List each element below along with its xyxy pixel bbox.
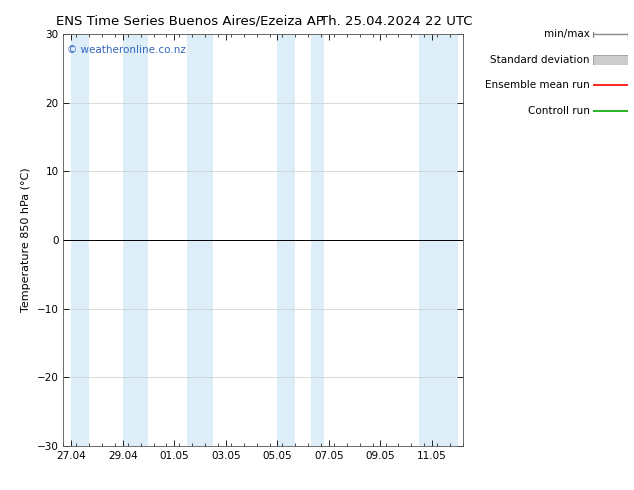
- Bar: [122, 34, 148, 446]
- Bar: [311, 34, 324, 446]
- Text: ENS Time Series Buenos Aires/Ezeiza AP: ENS Time Series Buenos Aires/Ezeiza AP: [56, 15, 324, 28]
- Text: min/max: min/max: [544, 29, 590, 39]
- Text: © weatheronline.co.nz: © weatheronline.co.nz: [67, 45, 186, 54]
- Bar: [71, 34, 89, 446]
- Bar: [419, 34, 458, 446]
- Text: Ensemble mean run: Ensemble mean run: [485, 80, 590, 90]
- Text: Standard deviation: Standard deviation: [490, 55, 590, 65]
- Text: Th. 25.04.2024 22 UTC: Th. 25.04.2024 22 UTC: [320, 15, 472, 28]
- Y-axis label: Temperature 850 hPa (°C): Temperature 850 hPa (°C): [21, 168, 31, 313]
- Bar: [187, 34, 213, 446]
- Bar: [277, 34, 295, 446]
- Text: Controll run: Controll run: [527, 106, 590, 116]
